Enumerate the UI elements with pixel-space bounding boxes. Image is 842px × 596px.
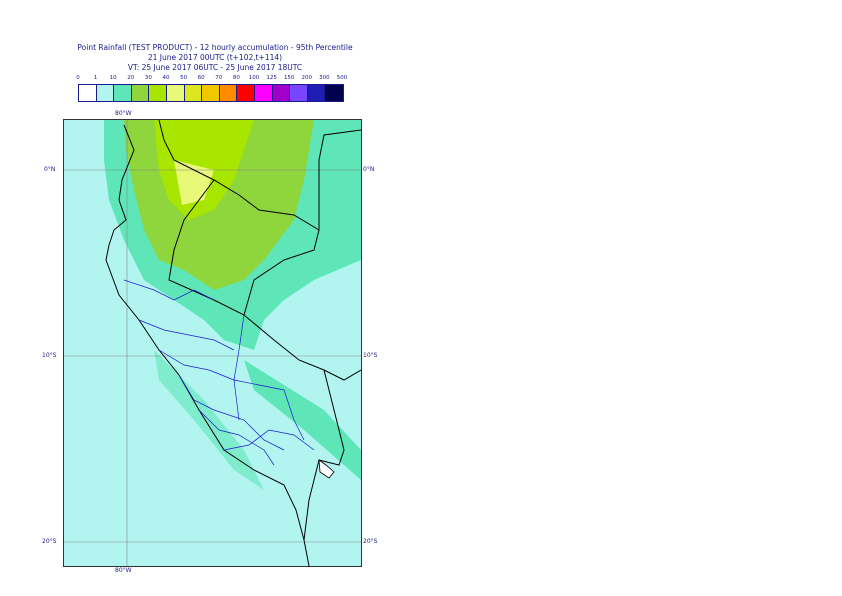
map-run-time: 21 June 2017 00UTC (t+102,t+114) xyxy=(147,53,283,62)
legend-label: 30 xyxy=(144,75,152,81)
legend-colorbar xyxy=(78,84,344,102)
legend-swatch xyxy=(237,85,255,101)
lat-label-10s-left: 10°S xyxy=(42,352,57,359)
legend-swatch xyxy=(254,85,273,101)
legend-label: 1 xyxy=(93,75,98,81)
lat-label-20s-left: 20°S xyxy=(42,538,57,545)
lat-label-10s-right: 10°S xyxy=(363,352,378,359)
legend-label: 125 xyxy=(266,75,277,81)
legend-label: 10 xyxy=(109,75,117,81)
legend-swatch xyxy=(272,85,291,101)
legend-swatch xyxy=(149,85,167,101)
map-valid-time: VT: 25 June 2017 06UTC - 25 June 2017 18… xyxy=(127,63,303,72)
legend-swatch xyxy=(166,85,185,101)
lat-label-0n-left: 0°N xyxy=(44,166,56,173)
legend-swatch xyxy=(114,85,132,101)
legend-label: 70 xyxy=(215,75,223,81)
legend-label: 40 xyxy=(162,75,170,81)
legend-swatch xyxy=(96,85,115,101)
legend-label: 200 xyxy=(301,75,313,81)
region-borders xyxy=(123,279,315,466)
legend-label: 0 xyxy=(76,75,80,81)
legend-swatch xyxy=(219,85,238,101)
map-canvas xyxy=(64,120,361,566)
lake-titicaca xyxy=(318,459,335,479)
legend-label: 100 xyxy=(248,75,260,81)
legend-labels: 0 1 10 20 30 40 50 60 70 80 100 125 150 200 300 500 xyxy=(76,75,357,83)
legend-swatch xyxy=(325,85,343,101)
legend-label: 20 xyxy=(127,75,135,81)
legend-swatch xyxy=(202,85,220,101)
legend-swatch xyxy=(184,85,203,101)
lon-label-bottom: 80°W xyxy=(115,567,132,574)
legend-swatch xyxy=(290,85,308,101)
legend-label: 60 xyxy=(197,75,205,81)
legend-label: 50 xyxy=(180,75,188,81)
rain-streak-south xyxy=(244,360,361,480)
map-title: Point Rainfall (TEST PRODUCT) - 12 hourl… xyxy=(77,43,353,52)
rainfall-map xyxy=(63,119,362,567)
legend-swatch xyxy=(307,85,326,101)
legend-label: 150 xyxy=(283,75,295,81)
legend-label: 80 xyxy=(232,75,240,81)
lat-label-0n-right: 0°N xyxy=(363,166,375,173)
legend-swatch xyxy=(131,85,150,101)
lat-label-20s-right: 20°S xyxy=(363,538,378,545)
lon-label-top: 80°W xyxy=(115,110,132,117)
legend-label: 300 xyxy=(319,75,330,81)
legend-label: 500 xyxy=(336,75,348,81)
legend-swatch xyxy=(79,85,97,101)
